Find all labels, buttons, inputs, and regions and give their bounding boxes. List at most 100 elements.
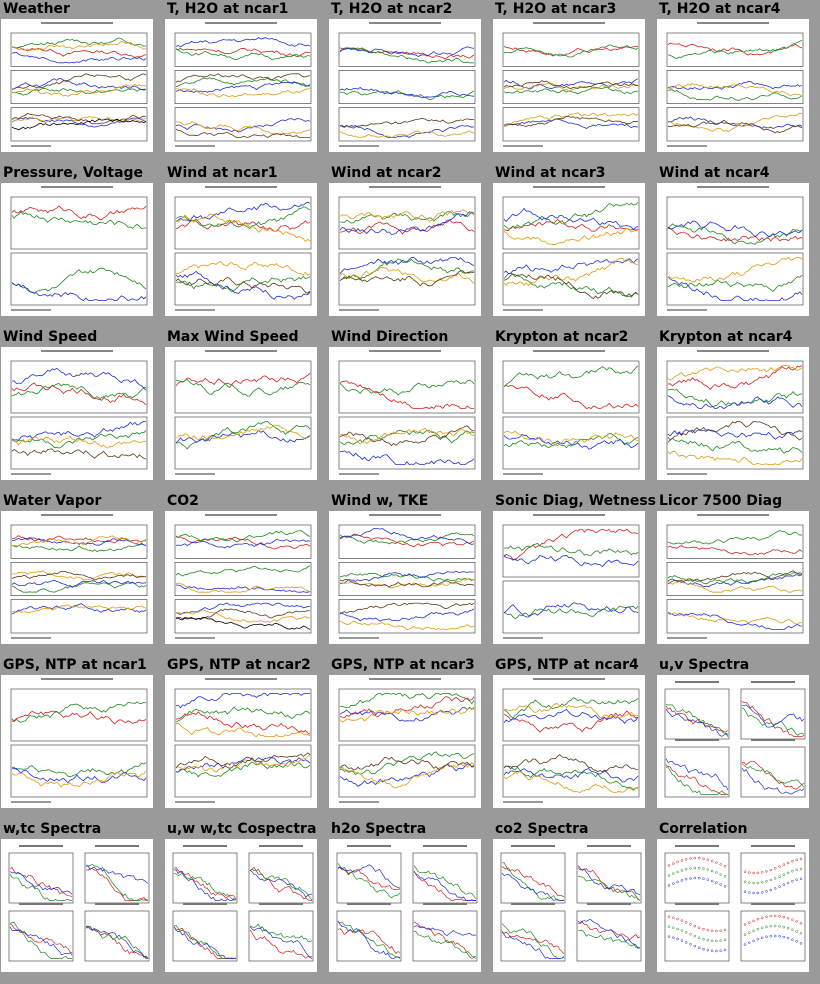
thumbnail-title[interactable]: Wind Direction	[331, 329, 449, 345]
thumbnail-title[interactable]: Krypton at ncar4	[659, 329, 793, 345]
thumbnail-title[interactable]: w,tc Spectra	[3, 821, 102, 837]
thumbnail-title[interactable]: u,v Spectra	[659, 657, 750, 673]
thumbnail-wind-direction[interactable]: Wind Direction	[328, 328, 492, 492]
thumbnail-image[interactable]	[329, 183, 481, 316]
thumbnail-max-wind-speed[interactable]: Max Wind Speed	[164, 328, 328, 492]
thumbnail-title[interactable]: GPS, NTP at ncar1	[3, 657, 147, 673]
thumbnail-title[interactable]: Wind at ncar2	[331, 165, 442, 181]
thumbnail-h2o-spectra[interactable]: h2o Spectra	[328, 820, 492, 984]
thumbnail-title[interactable]: u,w w,tc Cospectra	[167, 821, 317, 837]
thumbnail-title[interactable]: Water Vapor	[3, 493, 102, 509]
series-line	[665, 703, 729, 735]
thumbnail-image[interactable]	[657, 511, 809, 644]
series-line	[337, 928, 401, 954]
thumbnail-image[interactable]	[1, 675, 153, 808]
thumbnail-wind-ncar3[interactable]: Wind at ncar3	[492, 164, 656, 328]
thumbnail-image[interactable]	[493, 675, 645, 808]
thumbnail-title[interactable]: GPS, NTP at ncar2	[167, 657, 311, 673]
thumbnail-image[interactable]	[657, 183, 809, 316]
thumbnail-title[interactable]: Wind at ncar1	[167, 165, 278, 181]
thumbnail-wind-w-tke[interactable]: Wind w, TKE	[328, 492, 492, 656]
thumbnail-image[interactable]	[329, 511, 481, 644]
thumbnail-title[interactable]: Sonic Diag, Wetness	[495, 493, 656, 509]
thumbnail-title[interactable]: co2 Spectra	[495, 821, 589, 837]
thumbnail-image[interactable]	[1, 19, 153, 152]
thumbnail-image[interactable]	[165, 839, 317, 972]
thumbnail-title[interactable]: Wind at ncar4	[659, 165, 770, 181]
thumbnail-image[interactable]	[329, 675, 481, 808]
thumbnail-title[interactable]: h2o Spectra	[331, 821, 427, 837]
thumbnail-sonic-diag-wetness[interactable]: Sonic Diag, Wetness	[492, 492, 656, 656]
thumbnail-title[interactable]: Krypton at ncar2	[495, 329, 629, 345]
thumbnail-wind-ncar4[interactable]: Wind at ncar4	[656, 164, 820, 328]
series-line	[175, 73, 311, 83]
series-line	[503, 605, 639, 620]
thumbnail-pressure-voltage[interactable]: Pressure, Voltage	[0, 164, 164, 328]
thumbnail-image[interactable]	[1, 347, 153, 480]
thumbnail-image[interactable]	[165, 675, 317, 808]
plot-preview	[502, 186, 640, 311]
thumbnail-t-h2o-ncar4[interactable]: T, H2O at ncar4	[656, 0, 820, 164]
thumbnail-image[interactable]	[165, 183, 317, 316]
thumbnail-image[interactable]	[1, 183, 153, 316]
thumbnail-image[interactable]	[493, 19, 645, 152]
thumbnail-title[interactable]: Weather	[3, 1, 70, 17]
thumbnail-co2-spectra[interactable]: co2 Spectra	[492, 820, 656, 984]
thumbnail-title[interactable]: GPS, NTP at ncar3	[331, 657, 475, 673]
thumbnail-title[interactable]: Wind Speed	[3, 329, 98, 345]
thumbnail-wtc-spectra[interactable]: w,tc Spectra	[0, 820, 164, 984]
thumbnail-title[interactable]: Correlation	[659, 821, 748, 837]
thumbnail-title[interactable]: T, H2O at ncar3	[495, 1, 617, 17]
thumbnail-image[interactable]	[1, 839, 153, 972]
thumbnail-title[interactable]: Max Wind Speed	[167, 329, 299, 345]
thumbnail-title[interactable]: CO2	[167, 493, 199, 509]
thumbnail-uv-spectra[interactable]: u,v Spectra	[656, 656, 820, 820]
thumbnail-title[interactable]: GPS, NTP at ncar4	[495, 657, 639, 673]
thumbnail-image[interactable]	[329, 839, 481, 972]
thumbnail-t-h2o-ncar2[interactable]: T, H2O at ncar2	[328, 0, 492, 164]
thumbnail-correlation[interactable]: Correlation	[656, 820, 820, 984]
thumbnail-wind-speed[interactable]: Wind Speed	[0, 328, 164, 492]
thumbnail-image[interactable]	[1, 511, 153, 644]
thumbnail-wind-ncar2[interactable]: Wind at ncar2	[328, 164, 492, 328]
thumbnail-t-h2o-ncar3[interactable]: T, H2O at ncar3	[492, 0, 656, 164]
thumbnail-image[interactable]	[165, 347, 317, 480]
thumbnail-image[interactable]	[493, 511, 645, 644]
thumbnail-co2[interactable]: CO2	[164, 492, 328, 656]
thumbnail-wind-ncar1[interactable]: Wind at ncar1	[164, 164, 328, 328]
thumbnail-uw-wtc-cospectra[interactable]: u,w w,tc Cospectra	[164, 820, 328, 984]
thumbnail-title[interactable]: T, H2O at ncar4	[659, 1, 781, 17]
thumbnail-image[interactable]	[329, 347, 481, 480]
thumbnail-title[interactable]: Wind w, TKE	[331, 493, 429, 509]
thumbnail-image[interactable]	[165, 19, 317, 152]
thumbnail-image[interactable]	[493, 839, 645, 972]
thumbnail-title[interactable]: T, H2O at ncar2	[331, 1, 453, 17]
thumbnail-title[interactable]: Wind at ncar3	[495, 165, 606, 181]
thumbnail-water-vapor[interactable]: Water Vapor	[0, 492, 164, 656]
thumbnail-title[interactable]: Pressure, Voltage	[3, 165, 144, 181]
thumbnail-image[interactable]	[657, 839, 809, 972]
thumbnail-image[interactable]	[657, 675, 809, 808]
thumbnail-gps-ntp-ncar1[interactable]: GPS, NTP at ncar1	[0, 656, 164, 820]
thumbnail-licor-7500-diag[interactable]: Licor 7500 Diag	[656, 492, 820, 656]
panel-title-mark	[587, 845, 631, 847]
thumbnail-weather[interactable]: Weather	[0, 0, 164, 164]
thumbnail-image[interactable]	[493, 183, 645, 316]
thumbnail-image[interactable]	[657, 19, 809, 152]
panel-frame	[174, 688, 312, 742]
thumbnail-image[interactable]	[657, 347, 809, 480]
thumbnail-t-h2o-ncar1[interactable]: T, H2O at ncar1	[164, 0, 328, 164]
thumbnail-image[interactable]	[329, 19, 481, 152]
footer-mark	[175, 637, 215, 639]
thumbnail-image[interactable]	[493, 347, 645, 480]
thumbnail-krypton-ncar4[interactable]: Krypton at ncar4	[656, 328, 820, 492]
thumbnail-gps-ntp-ncar3[interactable]: GPS, NTP at ncar3	[328, 656, 492, 820]
thumbnail-image[interactable]	[165, 511, 317, 644]
series-line	[11, 52, 147, 64]
thumbnail-krypton-ncar2[interactable]: Krypton at ncar2	[492, 328, 656, 492]
thumbnail-gps-ntp-ncar4[interactable]: GPS, NTP at ncar4	[492, 656, 656, 820]
thumbnail-title[interactable]: T, H2O at ncar1	[167, 1, 289, 17]
thumbnail-gps-ntp-ncar2[interactable]: GPS, NTP at ncar2	[164, 656, 328, 820]
thumbnail-title[interactable]: Licor 7500 Diag	[659, 493, 783, 509]
plot-preview	[666, 350, 804, 475]
